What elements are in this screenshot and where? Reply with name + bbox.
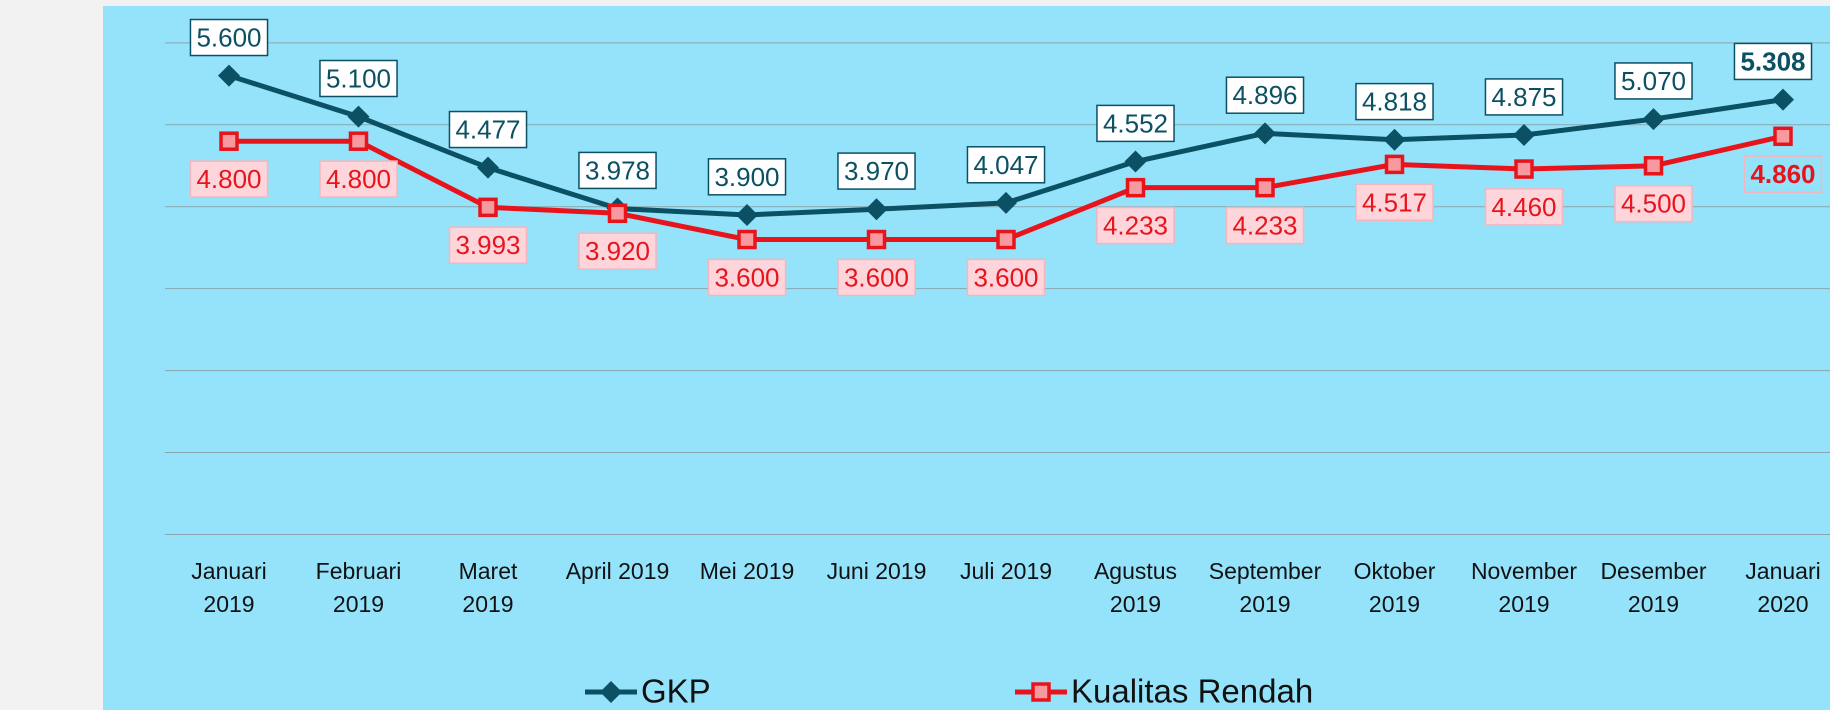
data-label: 5.070: [1621, 66, 1686, 96]
marker: [221, 133, 237, 149]
marker: [610, 205, 626, 221]
data-label-group: 4.500: [1615, 186, 1692, 222]
data-label-group: 4.460: [1485, 189, 1562, 225]
data-label-group: 4.800: [320, 161, 397, 197]
x-tick-label: Oktober 2019: [1330, 555, 1460, 621]
marker: [1775, 128, 1791, 144]
marker: [1257, 180, 1273, 196]
data-label-group: 4.233: [1097, 208, 1174, 244]
x-tick-label: November 2019: [1459, 555, 1589, 621]
data-label-group: 4.047: [967, 147, 1044, 183]
x-tick-label: Januari 2019: [164, 555, 294, 621]
x-tick-label: Juli 2019: [941, 555, 1071, 588]
data-label: 4.860: [1750, 159, 1815, 189]
marker: [1516, 161, 1532, 177]
data-label: 4.875: [1491, 82, 1556, 112]
data-label-group: 3.600: [838, 259, 915, 295]
data-label-group: 3.600: [967, 259, 1044, 295]
marker: [1646, 158, 1662, 174]
page: {"chart_data": {"type": "line", "categor…: [0, 0, 1830, 710]
marker: [1387, 156, 1403, 172]
data-label-group: 5.308: [1734, 43, 1811, 79]
marker: [1128, 180, 1144, 196]
data-label-group: 5.070: [1615, 63, 1692, 99]
data-label-group: 3.600: [708, 259, 785, 295]
data-label-group: 4.552: [1097, 105, 1174, 141]
data-label: 5.600: [196, 23, 261, 53]
data-label: 4.800: [196, 164, 261, 194]
data-label: 3.920: [585, 236, 650, 266]
data-label: 5.308: [1740, 46, 1805, 76]
data-label: 3.600: [714, 262, 779, 292]
x-tick-label: Juni 2019: [812, 555, 942, 588]
data-label: 3.900: [714, 162, 779, 192]
data-label-group: 4.800: [190, 161, 267, 197]
marker: [998, 232, 1014, 248]
data-label-group: 3.978: [579, 152, 656, 188]
data-label: 4.517: [1362, 187, 1427, 217]
data-label-group: 3.970: [838, 153, 915, 189]
data-label: 5.100: [326, 63, 391, 93]
data-label: 3.970: [844, 156, 909, 186]
data-label-group: 4.233: [1226, 208, 1303, 244]
data-label: 4.500: [1621, 189, 1686, 219]
x-tick-label: Maret 2019: [423, 555, 553, 621]
data-label: 4.233: [1103, 211, 1168, 241]
data-label-group: 3.920: [579, 233, 656, 269]
x-tick-label: Agustus 2019: [1071, 555, 1201, 621]
data-label: 3.600: [973, 262, 1038, 292]
data-label: 4.800: [326, 164, 391, 194]
x-tick-label: September 2019: [1200, 555, 1330, 621]
legend-label: Kualitas Rendah: [1071, 673, 1313, 710]
data-label: 3.993: [455, 230, 520, 260]
data-label-group: 4.896: [1226, 77, 1303, 113]
data-label-group: 3.900: [708, 159, 785, 195]
data-label-group: 4.477: [449, 112, 526, 148]
data-label-group: 5.600: [190, 20, 267, 56]
marker: [739, 232, 755, 248]
marker: [480, 199, 496, 215]
legend-label: GKP: [641, 673, 711, 710]
marker: [869, 232, 885, 248]
data-label: 4.047: [973, 150, 1038, 180]
data-label-group: 4.517: [1356, 184, 1433, 220]
marker: [351, 133, 367, 149]
data-label: 4.477: [455, 115, 520, 145]
data-label-group: 4.860: [1744, 156, 1821, 192]
data-label-group: 4.818: [1356, 84, 1433, 120]
data-label: 4.818: [1362, 87, 1427, 117]
data-label: 3.978: [585, 155, 650, 185]
data-label: 4.233: [1232, 211, 1297, 241]
data-label-group: 4.875: [1485, 79, 1562, 115]
x-tick-label: Januari 2020: [1718, 555, 1830, 621]
x-tick-label: Mei 2019: [682, 555, 812, 588]
data-label: 4.896: [1232, 80, 1297, 110]
data-label-group: 5.100: [320, 60, 397, 96]
data-label: 4.552: [1103, 108, 1168, 138]
legend-marker: [1033, 684, 1049, 700]
data-label: 4.460: [1491, 192, 1556, 222]
x-tick-label: April 2019: [553, 555, 683, 588]
data-label-group: 3.993: [449, 227, 526, 263]
x-tick-label: Desember 2019: [1589, 555, 1719, 621]
x-tick-label: Februari 2019: [294, 555, 424, 621]
data-label: 3.600: [844, 262, 909, 292]
